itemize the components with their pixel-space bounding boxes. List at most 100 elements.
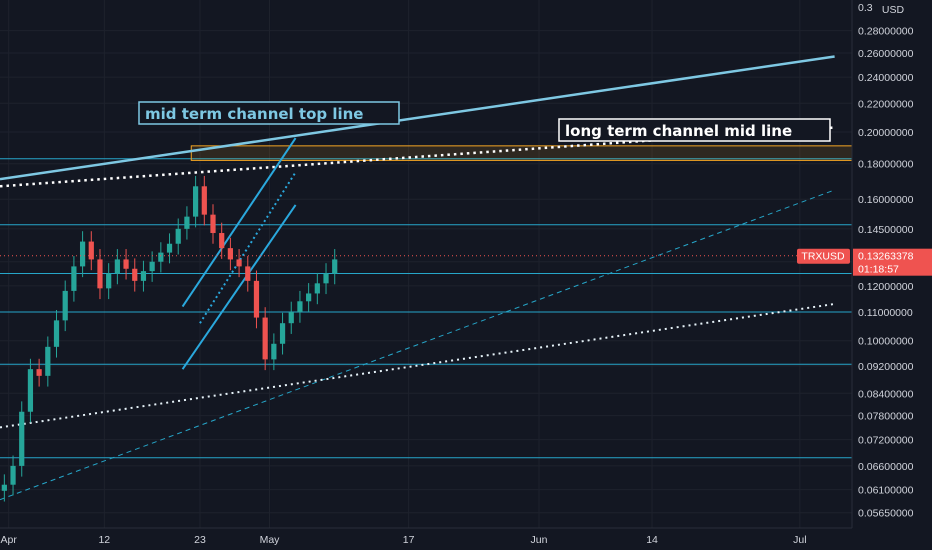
candle-body bbox=[184, 216, 190, 229]
candle-body bbox=[114, 259, 120, 274]
candle-body bbox=[314, 283, 320, 294]
candle-body bbox=[71, 266, 77, 291]
candle-body bbox=[175, 228, 181, 244]
candle-body bbox=[27, 369, 34, 412]
candle-body bbox=[288, 312, 294, 324]
price-axis-tick-label: 0.12000000 bbox=[858, 281, 914, 293]
candle-body bbox=[132, 268, 138, 281]
candle bbox=[132, 258, 138, 292]
candle bbox=[227, 237, 233, 271]
price-axis-tick-label: 0.06600000 bbox=[858, 461, 914, 473]
candle bbox=[184, 206, 190, 240]
candle bbox=[36, 358, 42, 387]
price-axis-tick-label: 0.06100000 bbox=[858, 485, 914, 497]
candle bbox=[27, 358, 34, 423]
price-axis-tick-label: 0.14500000 bbox=[858, 224, 914, 236]
candle-body bbox=[332, 259, 338, 274]
short-channel-lower-line bbox=[181, 204, 297, 370]
long-dashed-support-line bbox=[0, 189, 835, 501]
candle-body bbox=[149, 261, 155, 272]
candle bbox=[279, 312, 286, 355]
short-channel-upper-line bbox=[181, 137, 297, 308]
price-axis-tick-label: 0.28000000 bbox=[858, 26, 914, 38]
candle bbox=[114, 249, 120, 285]
candle-body bbox=[62, 290, 68, 321]
time-axis-tick-label: Jul bbox=[793, 534, 806, 546]
candle bbox=[236, 249, 242, 278]
price-axis-tick-label: 0.16000000 bbox=[858, 194, 914, 206]
price-axis-tick-label: 0.18000000 bbox=[858, 159, 914, 171]
candlestick-series bbox=[1, 175, 338, 502]
candle bbox=[332, 249, 338, 285]
candle-body bbox=[236, 259, 242, 267]
symbol-tag-label: TRXUSD bbox=[801, 251, 845, 263]
candle-body bbox=[297, 301, 303, 313]
price-axis: 0.28000000 0.26000000 0.24000000 0.22000000… bbox=[858, 2, 914, 520]
candle-body bbox=[53, 320, 60, 347]
candle-body bbox=[253, 280, 260, 318]
price-axis-tick-label: 0.20000000 bbox=[858, 127, 914, 139]
candle bbox=[149, 251, 155, 282]
candle-body bbox=[271, 343, 277, 360]
candle bbox=[175, 218, 181, 255]
candle bbox=[288, 301, 294, 334]
currency-badge[interactable]: USD bbox=[880, 2, 906, 17]
candle-body bbox=[10, 465, 16, 485]
candle bbox=[123, 249, 129, 280]
time-axis: Apr 12 23 May 17 Jun 14 Jul bbox=[1, 534, 807, 546]
currency-label: USD bbox=[882, 4, 905, 16]
candle-body bbox=[19, 411, 25, 466]
candle bbox=[253, 270, 260, 329]
resistance-zone-box bbox=[190, 145, 853, 161]
candle bbox=[262, 307, 268, 371]
candle-body bbox=[201, 186, 207, 215]
price-axis-tick-label: 0.11000000 bbox=[858, 307, 913, 319]
time-axis-tick-label: Apr bbox=[1, 534, 18, 546]
candle bbox=[45, 336, 51, 387]
candle-body bbox=[79, 241, 86, 267]
candle bbox=[271, 333, 277, 371]
long-term-annotation-text: long term channel mid line bbox=[565, 122, 792, 140]
candle-body bbox=[97, 259, 103, 289]
candle bbox=[79, 231, 86, 278]
candle bbox=[88, 231, 94, 271]
candle bbox=[62, 280, 68, 332]
candle-body bbox=[36, 369, 42, 376]
price-axis-top-label: 0.3 bbox=[858, 2, 873, 14]
candle bbox=[166, 233, 173, 264]
resistance-zone bbox=[190, 145, 853, 161]
candle bbox=[1, 474, 7, 502]
candle bbox=[140, 260, 147, 292]
candle-body bbox=[140, 271, 147, 281]
candle-body bbox=[1, 484, 7, 491]
long-term-annotation: long term channel mid line bbox=[558, 118, 831, 142]
time-axis-tick-label: 23 bbox=[194, 534, 206, 546]
candle bbox=[71, 256, 77, 302]
time-axis-tick-label: 12 bbox=[98, 534, 110, 546]
price-axis-tick-label: 0.26000000 bbox=[858, 48, 914, 60]
candle-body bbox=[323, 273, 329, 284]
candle-body bbox=[245, 266, 251, 281]
time-axis-tick-label: 14 bbox=[646, 534, 658, 546]
price-axis-tick-label: 0.08400000 bbox=[858, 388, 914, 400]
candle-body bbox=[193, 186, 199, 217]
candle-body bbox=[106, 273, 112, 289]
candle-body bbox=[306, 293, 312, 302]
price-axis-tick-label: 0.22000000 bbox=[858, 98, 914, 110]
candle bbox=[306, 283, 312, 313]
candle-body bbox=[279, 323, 286, 344]
mid-term-annotation-box bbox=[138, 101, 400, 125]
candle bbox=[106, 263, 112, 300]
price-axis-tick-label: 0.24000000 bbox=[858, 72, 914, 84]
candle bbox=[193, 175, 199, 228]
time-axis-panel[interactable] bbox=[0, 528, 932, 550]
time-axis-tick-label: May bbox=[260, 534, 281, 546]
price-axis-tick-label: 0.07800000 bbox=[858, 411, 914, 423]
long-term-annotation-box bbox=[558, 118, 831, 142]
candle bbox=[297, 290, 303, 323]
candle bbox=[323, 263, 329, 295]
price-axis-tick-label: 0.05650000 bbox=[858, 508, 914, 520]
trend-lines bbox=[0, 55, 835, 501]
